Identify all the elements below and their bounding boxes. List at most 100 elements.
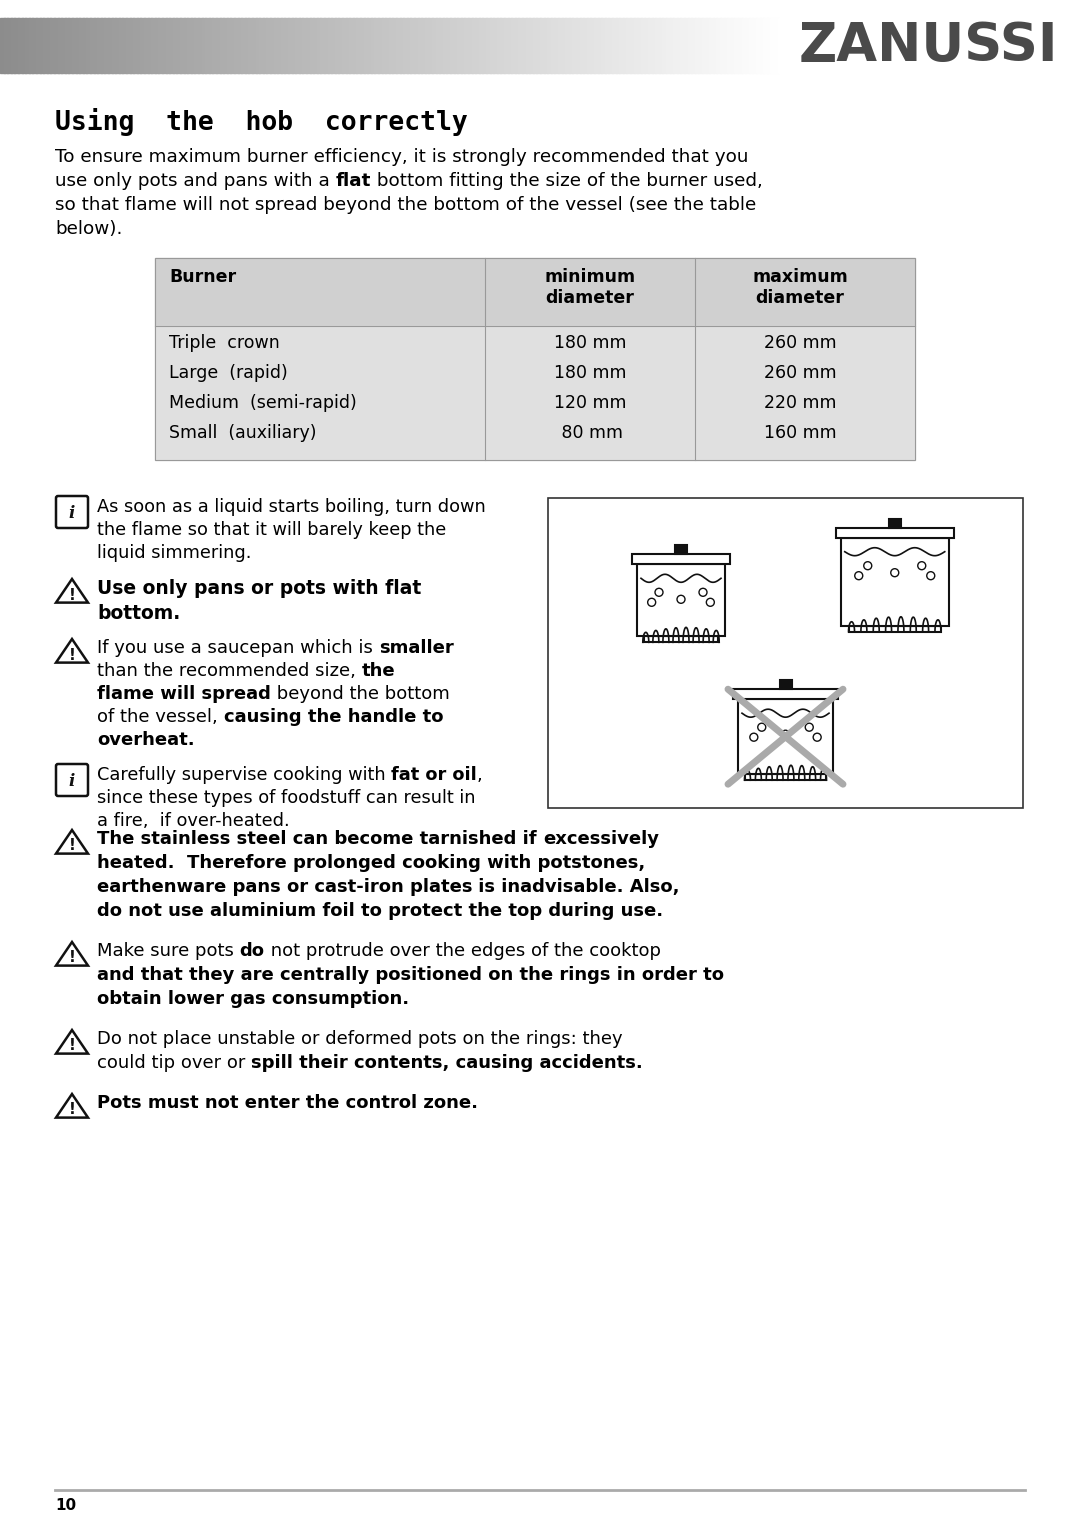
Text: 220 mm: 220 mm bbox=[764, 394, 836, 412]
Bar bbox=[461, 18, 465, 74]
Bar bbox=[489, 18, 495, 74]
Bar bbox=[518, 18, 523, 74]
Bar bbox=[904, 18, 908, 74]
Bar bbox=[356, 18, 361, 74]
Text: smaller: smaller bbox=[379, 639, 454, 657]
Text: Medium  (semi-rapid): Medium (semi-rapid) bbox=[168, 394, 356, 412]
Bar bbox=[580, 18, 584, 74]
Bar bbox=[591, 18, 595, 74]
Bar bbox=[659, 18, 663, 74]
Text: bottom.: bottom. bbox=[97, 604, 180, 624]
Bar bbox=[1058, 18, 1063, 74]
Bar bbox=[432, 18, 436, 74]
Bar bbox=[1018, 18, 1024, 74]
Text: could tip over or: could tip over or bbox=[97, 1054, 252, 1072]
Bar bbox=[292, 18, 296, 74]
Bar bbox=[781, 18, 786, 74]
Bar bbox=[360, 18, 365, 74]
Bar bbox=[511, 18, 516, 74]
Bar bbox=[774, 18, 779, 74]
Bar bbox=[727, 18, 732, 74]
Bar bbox=[648, 18, 652, 74]
Bar bbox=[515, 18, 519, 74]
Bar bbox=[302, 18, 307, 74]
Bar bbox=[759, 18, 765, 74]
Bar bbox=[378, 18, 382, 74]
Bar bbox=[1048, 18, 1052, 74]
Bar bbox=[720, 18, 725, 74]
Text: earthenware pans or cast-iron plates: earthenware pans or cast-iron plates bbox=[97, 878, 473, 896]
Bar bbox=[472, 18, 476, 74]
Bar bbox=[548, 18, 552, 74]
Bar bbox=[1077, 18, 1080, 74]
Text: so that flame will not spread beyond the bottom of the vessel (see the table: so that flame will not spread beyond the… bbox=[55, 196, 756, 214]
Text: i: i bbox=[69, 504, 76, 521]
Bar bbox=[450, 18, 455, 74]
Bar bbox=[148, 18, 152, 74]
Bar bbox=[1008, 18, 1013, 74]
Bar bbox=[1034, 18, 1038, 74]
Bar bbox=[43, 18, 48, 74]
Bar bbox=[8, 18, 12, 74]
Bar bbox=[551, 18, 555, 74]
Bar bbox=[623, 18, 627, 74]
Bar bbox=[522, 18, 527, 74]
Bar bbox=[414, 18, 419, 74]
Bar bbox=[116, 18, 120, 74]
Bar bbox=[14, 18, 19, 74]
Bar bbox=[745, 18, 750, 74]
Bar bbox=[443, 18, 447, 74]
Bar bbox=[918, 18, 922, 74]
Bar bbox=[972, 18, 976, 74]
Bar bbox=[238, 18, 242, 74]
Bar bbox=[889, 519, 901, 527]
Bar bbox=[156, 257, 915, 460]
Bar bbox=[634, 18, 638, 74]
Bar bbox=[156, 326, 915, 460]
Text: To ensure maximum burner efficiency, it is strongly recommended that you: To ensure maximum burner efficiency, it … bbox=[55, 149, 748, 165]
Bar bbox=[562, 18, 566, 74]
Text: flame will spread: flame will spread bbox=[97, 685, 271, 703]
Bar bbox=[799, 18, 804, 74]
Bar bbox=[637, 564, 725, 636]
Bar bbox=[46, 18, 52, 74]
Bar bbox=[137, 18, 141, 74]
Bar bbox=[802, 18, 808, 74]
Bar bbox=[792, 18, 797, 74]
Bar bbox=[321, 18, 325, 74]
Bar bbox=[753, 18, 757, 74]
Text: Burner: Burner bbox=[168, 268, 237, 286]
Bar bbox=[335, 18, 339, 74]
Bar bbox=[486, 18, 490, 74]
Bar bbox=[370, 18, 376, 74]
Bar bbox=[788, 18, 793, 74]
Bar bbox=[770, 18, 775, 74]
Bar bbox=[810, 18, 814, 74]
Bar bbox=[821, 18, 825, 74]
Bar bbox=[154, 18, 160, 74]
Bar bbox=[418, 18, 422, 74]
Text: of the vessel,: of the vessel, bbox=[97, 708, 224, 726]
Bar bbox=[900, 18, 905, 74]
Bar bbox=[853, 18, 858, 74]
Text: bottom fitting the size of the burner used,: bottom fitting the size of the burner us… bbox=[372, 172, 762, 190]
Bar bbox=[475, 18, 480, 74]
Text: 180 mm: 180 mm bbox=[554, 365, 626, 381]
Text: Carefully supervise cooking with: Carefully supervise cooking with bbox=[97, 766, 391, 784]
Bar bbox=[245, 18, 249, 74]
Text: heated.  Therefore prolonged cooking with potstones,: heated. Therefore prolonged cooking with… bbox=[97, 853, 645, 872]
Bar bbox=[910, 18, 916, 74]
Bar bbox=[11, 18, 15, 74]
Text: 260 mm: 260 mm bbox=[764, 365, 836, 381]
Bar bbox=[742, 18, 746, 74]
Bar bbox=[306, 18, 311, 74]
Bar bbox=[72, 18, 77, 74]
Bar bbox=[529, 18, 534, 74]
Bar bbox=[144, 18, 149, 74]
Bar bbox=[670, 18, 674, 74]
Text: Triple  crown: Triple crown bbox=[168, 334, 280, 352]
Bar bbox=[403, 18, 408, 74]
Bar bbox=[159, 18, 163, 74]
Bar bbox=[532, 18, 538, 74]
Bar bbox=[932, 18, 937, 74]
